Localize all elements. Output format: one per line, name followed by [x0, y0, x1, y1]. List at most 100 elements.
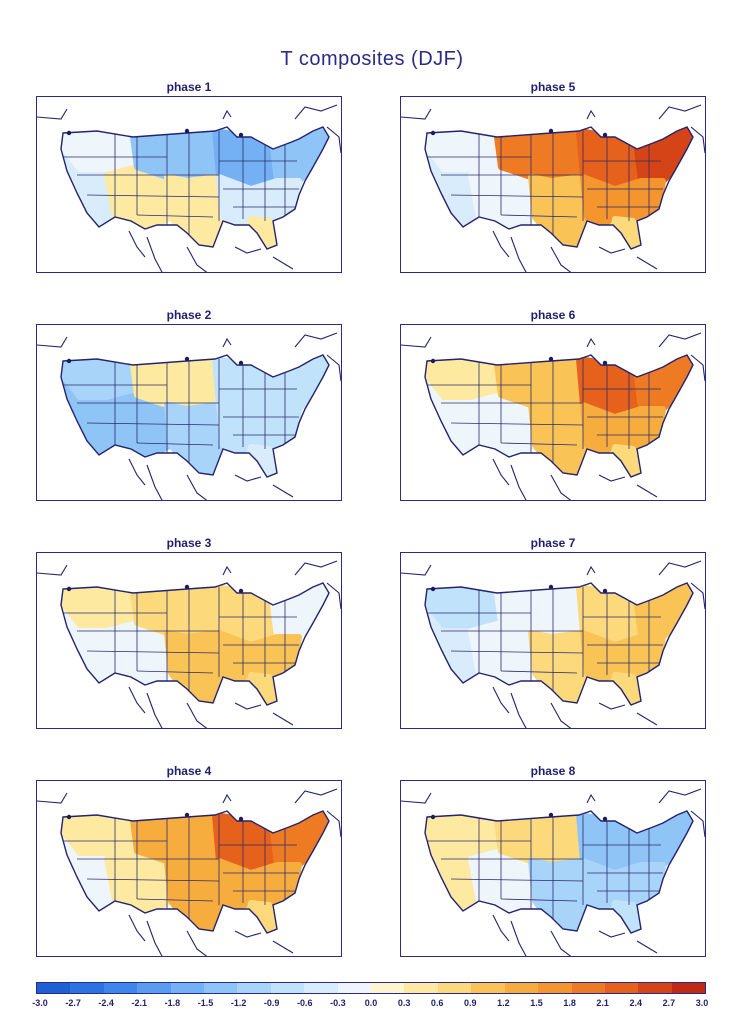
region-florida — [610, 216, 642, 249]
colorbar-swatch — [237, 983, 271, 993]
coastline — [492, 914, 510, 942]
station-dot — [238, 360, 244, 366]
region-northeast — [634, 583, 693, 640]
coastline — [510, 464, 527, 500]
station-dot — [184, 356, 190, 362]
coastline — [598, 246, 626, 254]
colorbar-tick-label: -0.3 — [330, 998, 346, 1008]
coastline — [272, 484, 294, 498]
us-outline — [60, 126, 330, 250]
coastline — [272, 256, 294, 270]
state-border — [136, 214, 214, 218]
coastline — [586, 565, 596, 576]
region-florida — [246, 672, 278, 705]
colorbar-swatch — [137, 983, 171, 993]
us-map — [401, 788, 705, 956]
colorbar-tick-label: 0.6 — [430, 998, 444, 1008]
colorbar-swatch — [337, 983, 372, 993]
us-outline — [424, 582, 694, 706]
coastline — [294, 560, 338, 576]
map-panel — [400, 780, 706, 957]
coastline — [186, 474, 208, 500]
coastline — [586, 109, 596, 120]
colorbar-tick-label: -1.8 — [164, 998, 181, 1008]
colorbar-swatch — [371, 983, 405, 993]
coastline — [586, 793, 596, 804]
us-map — [37, 560, 341, 728]
coastline — [690, 354, 705, 382]
map-panel — [36, 96, 342, 273]
colorbar-swatch — [538, 983, 572, 993]
state-border — [450, 878, 584, 882]
colorbar-tick-label: 2.1 — [596, 998, 609, 1008]
coastline — [401, 792, 432, 804]
state-border — [450, 650, 584, 654]
coastline — [294, 788, 338, 804]
colorbar-swatch — [404, 983, 438, 993]
coastline — [658, 560, 702, 576]
map-panel — [36, 324, 342, 501]
colorbar-tick-label: 0.3 — [397, 998, 411, 1008]
us-map — [37, 332, 341, 500]
coastline — [550, 702, 572, 728]
station-dot — [184, 128, 190, 134]
coastline — [401, 108, 432, 120]
coastline — [234, 702, 262, 710]
colorbar-tick-label: -2.1 — [131, 998, 148, 1008]
colorbar-tick-label: 0.0 — [364, 998, 378, 1008]
region-florida — [610, 672, 642, 705]
colorbar-tick-label: 3.0 — [695, 998, 709, 1008]
station-dot — [548, 356, 554, 362]
us-outline — [60, 582, 330, 706]
map-panel — [400, 324, 706, 501]
coastline — [294, 332, 338, 348]
panel-title: phase 7 — [530, 536, 576, 550]
colorbar-tick-label: -1.2 — [230, 998, 247, 1008]
coastline — [550, 246, 572, 272]
panel-title: phase 5 — [530, 80, 576, 94]
station-dot — [430, 130, 436, 136]
station-dot — [602, 132, 608, 138]
panel-title: phase 8 — [530, 764, 576, 778]
colorbar-swatch — [471, 983, 505, 993]
coastline — [37, 336, 68, 348]
region-south_plains — [528, 858, 590, 933]
us-outline — [424, 354, 694, 478]
panel-title: phase 4 — [166, 764, 212, 778]
region-south_plains — [528, 630, 590, 705]
coastline — [186, 246, 208, 272]
coastline — [128, 686, 146, 714]
colorbar-swatch — [571, 983, 605, 993]
coastline — [598, 702, 626, 710]
colorbar-swatch — [37, 983, 71, 993]
coastline — [492, 230, 510, 258]
station-dot — [602, 588, 608, 594]
station-dot — [66, 586, 72, 592]
map-panel — [36, 552, 342, 729]
station-dot — [548, 812, 554, 818]
colorbar-swatch — [70, 983, 104, 993]
coastline — [326, 354, 341, 382]
coastline — [146, 236, 163, 272]
colorbar-tick-label: 2.4 — [629, 998, 643, 1008]
state-border — [136, 670, 214, 674]
colorbar-swatch — [437, 983, 472, 993]
coastline — [658, 332, 702, 348]
station-dot — [184, 584, 190, 590]
us-map — [401, 332, 705, 500]
region-florida — [246, 444, 278, 477]
colorbar-tick-label: 1.2 — [497, 998, 510, 1008]
us-map — [401, 560, 705, 728]
region-northeast — [270, 583, 329, 640]
region-northeast — [270, 355, 329, 412]
coastline — [37, 564, 68, 576]
region-florida — [610, 444, 642, 477]
colorbar-swatch — [103, 983, 138, 993]
colorbar-tick-label: -2.4 — [98, 998, 114, 1008]
region-northeast — [270, 127, 329, 184]
coastline — [146, 464, 163, 500]
region-northeast — [634, 127, 693, 184]
colorbar-tick-label: 1.8 — [563, 998, 576, 1008]
coastline — [492, 458, 510, 486]
colorbar-swatch — [604, 983, 639, 993]
